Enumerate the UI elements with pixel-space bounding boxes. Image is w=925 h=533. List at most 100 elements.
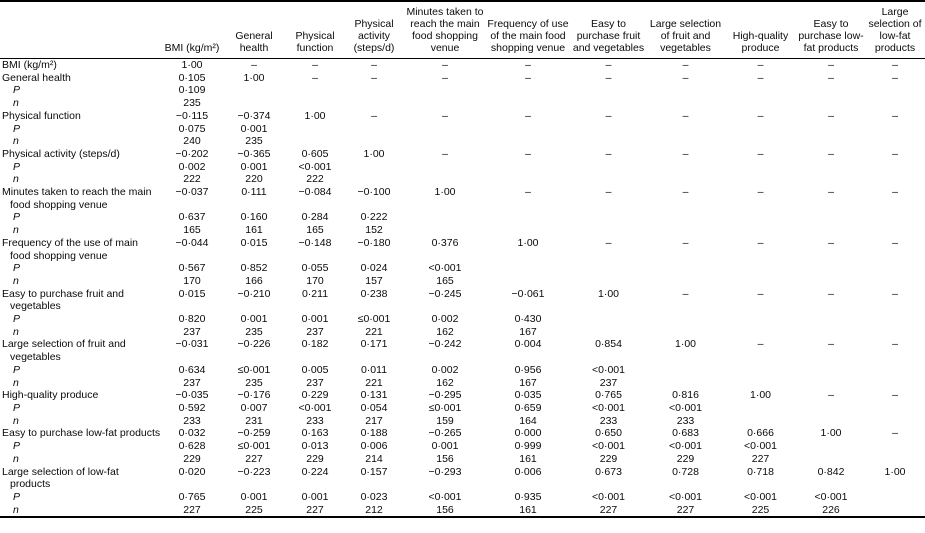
n-row-label: n: [13, 274, 19, 287]
correlation-cell: −0·223: [237, 465, 271, 478]
n-value-cell: 221: [365, 376, 383, 389]
n-value-cell: [222, 97, 286, 110]
correlation-cell: –: [828, 147, 834, 160]
header-row: BMI (kg/m²) General health Physical functi…: [0, 1, 925, 59]
p-value-cell: [865, 84, 925, 97]
n-value-cell: [797, 415, 865, 428]
n-value-cell: 222: [183, 173, 201, 186]
n-value-cell: [344, 173, 404, 186]
n-value-cell: [724, 135, 797, 148]
correlation-cell: –: [892, 71, 898, 84]
n-value-cell: 233: [183, 414, 201, 427]
table-row: Physical function −0·115 −0·374 1·00 – – – – – – –…: [0, 110, 925, 123]
p-value-cell: 0·222: [360, 211, 388, 224]
table-row: High-quality produce −0·035 −0·176 0·229 0·1…: [0, 389, 925, 402]
correlation-cell: –: [605, 186, 612, 199]
correlation-cell: –: [757, 236, 764, 249]
correlation-cell: 0·842: [817, 465, 845, 478]
correlation-cell: 1·00: [304, 109, 326, 122]
p-value-cell: ≤0·001: [357, 313, 391, 326]
n-value-cell: 214: [365, 452, 383, 465]
n-value-cell: [865, 415, 925, 428]
correlation-cell: 1·00: [597, 287, 619, 300]
p-value-cell: 0·999: [514, 440, 542, 453]
p-value-cell: <0·001: [744, 440, 777, 453]
n-value-cell: [797, 135, 865, 148]
correlation-cell: 0·683: [672, 427, 699, 440]
n-value-cell: [486, 173, 570, 186]
p-value-cell: [222, 84, 286, 97]
n-value-cell: [797, 377, 865, 390]
column-header: Large selection of fruit and vegetables: [647, 1, 724, 59]
correlation-cell: –: [892, 59, 898, 71]
n-value-cell: 161: [519, 452, 537, 465]
correlation-cell: 0·605: [301, 147, 329, 160]
row-label: Easy to purchase low-fat products: [2, 427, 161, 440]
p-value-cell: 0·007: [240, 401, 268, 414]
n-value-cell: [404, 135, 486, 148]
n-value-cell: 233: [599, 414, 618, 427]
n-value-cell: 225: [751, 503, 770, 516]
correlation-cell: 0·182: [301, 338, 329, 351]
n-value-cell: [486, 135, 570, 148]
p-row-label: P: [13, 440, 21, 453]
p-value-cell: [724, 364, 797, 377]
correlation-cell: –: [892, 147, 898, 160]
p-value-cell: [724, 123, 797, 136]
table-row: P 0·628 ≤0·001 0·013 0·006 0·001 0·999 <0·001 <0…: [0, 440, 925, 453]
n-value-cell: 161: [245, 224, 263, 237]
n-value-cell: [570, 224, 647, 237]
p-value-cell: [344, 123, 404, 136]
n-value-cell: 229: [676, 452, 695, 465]
p-row-label: P: [13, 262, 21, 275]
correlation-cell: –: [312, 59, 318, 71]
n-value-cell: [865, 326, 925, 339]
correlation-cell: 1·00: [749, 389, 771, 402]
p-row-label: P: [13, 401, 21, 414]
correlation-cell: 0·015: [178, 287, 206, 300]
correlation-cell: 0·224: [301, 465, 329, 478]
n-value-cell: 162: [436, 376, 454, 389]
correlation-cell: −0·037: [175, 186, 209, 199]
n-value-cell: 227: [306, 503, 324, 516]
p-value-cell: 0·002: [431, 313, 459, 326]
correlation-cell: −0·084: [298, 186, 332, 199]
p-value-cell: [797, 402, 865, 415]
row-label: Large selection of fruit and vegetables: [2, 338, 126, 364]
correlation-cell: –: [525, 147, 531, 160]
p-value-cell: ≤0·001: [428, 401, 462, 414]
corner-cell: [0, 1, 162, 59]
p-value-cell: 0·055: [301, 262, 329, 275]
correlation-cell: –: [605, 59, 612, 71]
correlation-cell: 1·00: [434, 186, 456, 199]
correlation-cell: 0·015: [240, 236, 268, 249]
n-value-cell: [486, 97, 570, 110]
correlation-cell: –: [892, 186, 898, 199]
p-value-cell: [647, 123, 724, 136]
n-value-cell: [865, 97, 925, 110]
n-value-cell: [797, 97, 865, 110]
correlation-cell: –: [682, 109, 689, 122]
table-row: P 0·002 0·001 <0·001: [0, 161, 925, 174]
n-value-cell: 157: [365, 274, 383, 287]
p-value-cell: <0·001: [428, 262, 462, 275]
p-value-cell: [570, 313, 647, 326]
n-value-cell: [344, 135, 404, 148]
correlation-cell: −0·061: [511, 287, 545, 300]
p-value-cell: <0·001: [592, 440, 625, 453]
table-row: n 233 231 233 217 159 164 233 233: [0, 415, 925, 428]
n-value-cell: [724, 415, 797, 428]
correlation-cell: –: [828, 338, 834, 351]
n-row-label: n: [13, 503, 19, 516]
p-value-cell: [724, 402, 797, 415]
table-row: n 165 161 165 152: [0, 224, 925, 237]
correlation-cell: 0·666: [747, 427, 774, 440]
n-value-cell: 227: [183, 503, 201, 516]
row-label: BMI (kg/m²): [2, 59, 57, 71]
n-value-cell: [797, 275, 865, 288]
p-value-cell: [797, 364, 865, 377]
p-value-cell: [797, 123, 865, 136]
table-row: n 237 235 237 221 162 167: [0, 326, 925, 339]
p-value-cell: [865, 402, 925, 415]
n-value-cell: [647, 377, 724, 390]
